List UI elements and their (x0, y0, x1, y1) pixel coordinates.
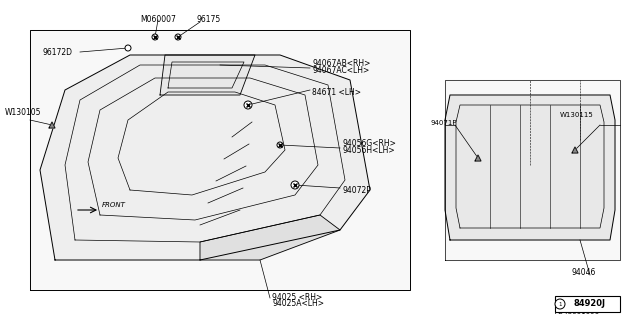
Polygon shape (160, 55, 255, 95)
Circle shape (555, 299, 565, 309)
Circle shape (277, 142, 283, 148)
FancyBboxPatch shape (555, 296, 620, 312)
Polygon shape (475, 155, 481, 161)
Text: W130115: W130115 (560, 112, 594, 118)
Circle shape (291, 181, 299, 189)
Polygon shape (200, 215, 340, 260)
Text: 94056H<LH>: 94056H<LH> (342, 146, 395, 155)
Text: A943001096: A943001096 (555, 309, 600, 315)
Polygon shape (30, 30, 410, 290)
Text: 94025 <RH>: 94025 <RH> (272, 293, 323, 302)
Text: 96172D: 96172D (42, 47, 72, 57)
Polygon shape (445, 80, 620, 260)
Text: W130105: W130105 (5, 108, 42, 117)
Text: M060007: M060007 (140, 15, 176, 24)
Text: 1: 1 (558, 301, 562, 307)
Circle shape (175, 34, 181, 40)
Polygon shape (40, 55, 370, 260)
Text: 94067AC<LH>: 94067AC<LH> (312, 66, 369, 75)
Polygon shape (572, 147, 578, 153)
Text: 84920J: 84920J (574, 300, 606, 308)
Text: 94067AB<RH>: 94067AB<RH> (312, 59, 371, 68)
Circle shape (152, 34, 158, 40)
Polygon shape (49, 122, 55, 128)
Polygon shape (445, 95, 615, 240)
Text: FRONT: FRONT (102, 202, 126, 208)
Text: 96175: 96175 (196, 15, 220, 24)
Text: 84671 <LH>: 84671 <LH> (312, 87, 361, 97)
Circle shape (244, 101, 252, 109)
Text: 94071P: 94071P (430, 120, 456, 126)
Text: 94025A<LH>: 94025A<LH> (272, 299, 324, 308)
Text: 94072P: 94072P (342, 186, 371, 195)
Text: 94046: 94046 (572, 268, 596, 277)
Text: 94056G<RH>: 94056G<RH> (342, 139, 396, 148)
Circle shape (125, 45, 131, 51)
